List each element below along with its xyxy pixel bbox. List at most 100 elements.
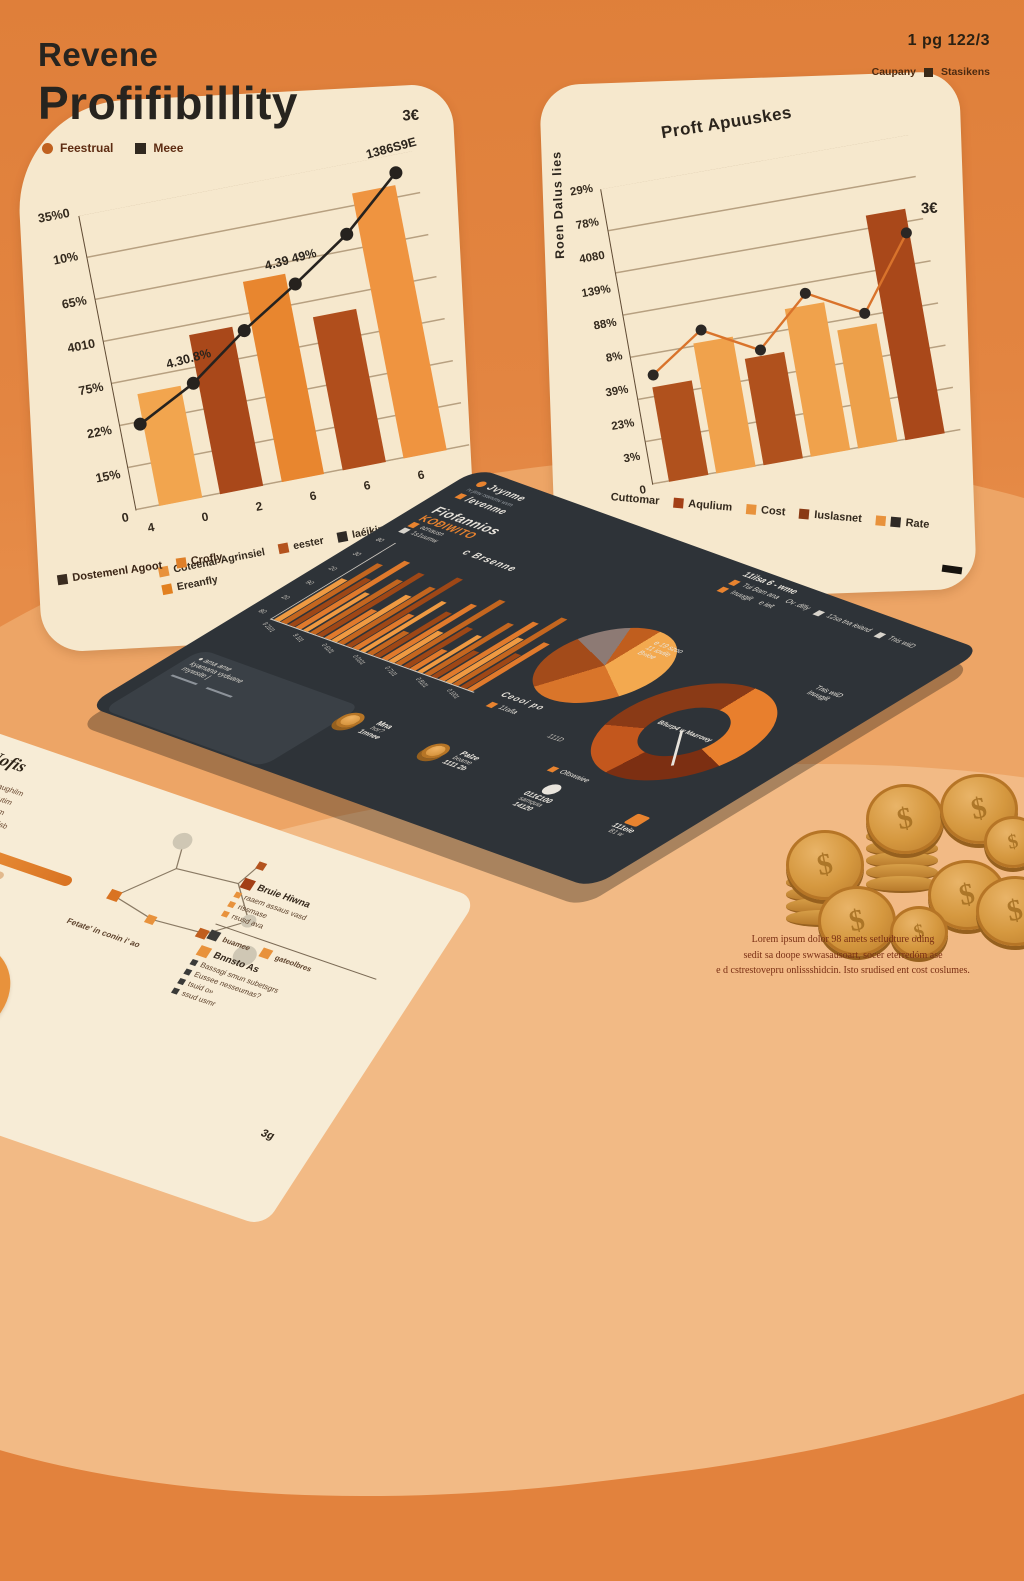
x-tick-label: 6	[362, 477, 372, 493]
currency-mark: 3€	[920, 199, 938, 218]
tablet-donut-center: B/Iurp4 w Mazrowy	[618, 699, 750, 765]
y-tick-label: 22%	[85, 423, 114, 442]
y-tick-label: 88%	[592, 316, 618, 333]
right-chart-title: Proft Apuuskes	[659, 102, 794, 143]
tablet-donut-label-bottom: Oltswaiee	[547, 765, 593, 784]
legend-circle-icon	[42, 142, 53, 154]
legend-label: Iuslasnet	[813, 508, 863, 526]
legend-swatch-icon	[890, 516, 902, 528]
x-tick-label: 9 101	[290, 633, 306, 644]
x-tick-label: 4	[146, 519, 156, 535]
right-chart-plot	[600, 135, 961, 485]
y-tick-label: 8%	[605, 350, 624, 365]
legend-square-icon	[728, 579, 742, 586]
y-tick-label: 80	[255, 608, 269, 616]
profit-combo-chart: 29% 78% 4080 139% 88% 8% 39% 23% 3% 0	[554, 135, 961, 497]
x-tick-label: 2	[254, 498, 264, 514]
currency-mark: 3€	[401, 106, 420, 125]
notes-pie-large	[0, 923, 34, 1062]
y-tick-label: 20	[278, 594, 292, 601]
legend-item: Rate	[875, 514, 930, 531]
y-tick-label: 75%	[77, 379, 105, 399]
legend-square-icon	[717, 586, 730, 593]
brand-square-icon	[454, 493, 468, 500]
coin: $	[976, 876, 1024, 946]
y-tick-label: 35%0	[36, 205, 71, 226]
legend-label: Ereanfly	[175, 573, 219, 594]
x-tick-label: 6	[308, 488, 318, 504]
revenue-combo-chart: 35%0 10% 65% 4010 75% 22% 15% 0 4.30.8% 4.39 49%…	[27, 135, 470, 525]
legend-swatch-icon	[798, 508, 810, 520]
legend-label: Meee	[153, 141, 184, 155]
revenue-chart-card: 3€ 35%0 10% 65% 4010 75% 22% 15% 0 4.30.8% 4.39 …	[13, 82, 481, 654]
legend-square-icon	[547, 765, 560, 773]
page-number-label: 1 pg 122/3	[907, 32, 990, 49]
notes-card: Nofis rous i naughilmr sous' seutime oui…	[0, 716, 478, 1227]
trend-line	[601, 135, 960, 485]
y-tick-label: 10%	[52, 249, 80, 268]
page-meta: 1 pg 122/3 Caupany Stasikens	[872, 32, 990, 78]
y-tick-label: 29%	[569, 182, 594, 199]
footer-paragraph: Lorem ipsum dolor 98 amets setludture od…	[688, 932, 998, 979]
title-line-2: Profifibillity	[38, 77, 298, 129]
header-legend-item: Feestrual	[42, 141, 113, 155]
tablet-donut-side-label: 111D	[543, 733, 567, 744]
header-legend-item: Meee	[135, 141, 183, 155]
footer-line: e d cstrestovepru onlissshidcin. Isto sr…	[716, 965, 970, 976]
legend-square-icon	[407, 521, 420, 529]
y-tick-label: 4010	[66, 336, 97, 356]
legend-swatch-icon	[161, 583, 174, 596]
page-title: Revene Profifibillity	[38, 36, 298, 130]
notes-title: Nofis	[0, 746, 31, 776]
legend-square-icon	[135, 142, 147, 154]
tablet-donut-labels-right: Tnis wiiD Inuugjit	[804, 685, 846, 704]
legend-square-icon	[923, 67, 933, 77]
legend-swatch-icon	[56, 573, 69, 586]
legend-swatch-icon	[672, 497, 684, 509]
bullet-line-swatch-icon	[221, 910, 231, 918]
title-line-1: Revene	[38, 36, 159, 73]
bullet-line-swatch-icon	[227, 900, 237, 908]
footer-line: Lorem ipsum dolor 98 amets setludture od…	[751, 934, 935, 945]
legend-item: Ereanfly	[161, 574, 219, 597]
meta-row: Caupany Stasikens	[872, 66, 990, 78]
profit-chart-card: Roen Dalus lies Proft Apuuskes 3€ 29% 78%…	[539, 70, 977, 604]
x-tick-label: 0 1001	[443, 687, 461, 700]
y-tick-label: 30	[349, 551, 363, 558]
legend-square-icon	[486, 701, 499, 708]
dot-icon	[537, 782, 565, 797]
legend-swatch-icon	[175, 557, 187, 569]
notes-flow-diagram	[106, 832, 268, 966]
y-tick-label: 4080	[578, 249, 606, 266]
y-tick-label: 0	[120, 510, 131, 526]
legend-label: Cost	[760, 504, 786, 519]
bullet-line-swatch-icon	[177, 977, 187, 985]
x-tick-label: 0 6101	[319, 643, 337, 655]
y-tick-label: 3%	[622, 450, 642, 466]
x-tick-label: 0 0101	[350, 654, 368, 667]
stat-label: Stasikens	[940, 66, 990, 78]
y-tick-label: 80	[372, 537, 386, 544]
y-tick-label: 90	[302, 580, 316, 587]
legend-label: Feestrual	[60, 141, 114, 155]
coin: $	[984, 816, 1024, 868]
x-tick-label: 6	[416, 467, 426, 483]
y-tick-label: 15%	[94, 466, 122, 486]
footer-line: sedit sa doope swwasausoart, socer eterr…	[743, 949, 943, 961]
y-tick-label: 139%	[580, 283, 612, 301]
bullet-line-swatch-icon	[189, 958, 199, 966]
legend-item: Iuslasnet	[798, 508, 863, 526]
notes-page-mark: 3g	[258, 1127, 278, 1143]
tablet-donut-bottom-text: Oltswaiee	[556, 769, 593, 784]
y-tick-label: 78%	[575, 216, 600, 233]
tablet-pie-legend-label: 11o/la	[495, 704, 521, 716]
square-icon	[622, 813, 651, 827]
left-chart-plot: 4.30.8% 4.39 49% 1386S9E	[78, 135, 470, 511]
bullet-line-swatch-icon	[183, 968, 193, 976]
legend-far-label: e ieit	[755, 599, 777, 610]
legend-label: Aqulium	[687, 497, 733, 514]
coin: $	[890, 906, 948, 958]
y-tick-label: 23%	[610, 417, 636, 433]
coin-stack-layer	[866, 876, 938, 893]
legend-label: Rate	[905, 516, 930, 531]
